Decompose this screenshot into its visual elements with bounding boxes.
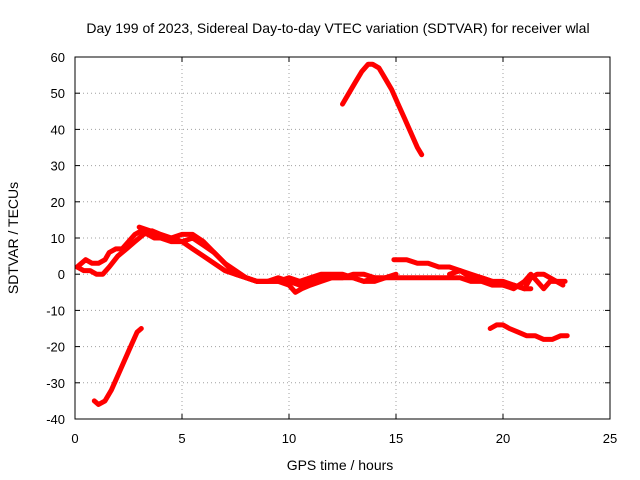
- y-tick-label: 60: [51, 50, 65, 65]
- y-tick-label: 20: [51, 195, 65, 210]
- y-tick-label: 40: [51, 122, 65, 137]
- series-line-arc-5: [340, 61, 425, 158]
- y-tick-label: -30: [46, 376, 65, 391]
- grid: [75, 57, 610, 419]
- x-axis-label: GPS time / hours: [287, 457, 394, 473]
- axis-ticks: 0 5 10 15 20 25 -40 -30 -20 -10 0 10 20 30 40 50 60: [46, 50, 617, 446]
- data-series-group: [74, 61, 570, 407]
- series-line-arc-1: [91, 326, 144, 407]
- y-tick-label: -10: [46, 303, 65, 318]
- y-tick-label: -20: [46, 340, 65, 355]
- y-tick-label: 50: [51, 86, 65, 101]
- y-tick-label: 30: [51, 159, 65, 174]
- x-tick-label: 15: [389, 431, 403, 446]
- x-tick-label: 20: [496, 431, 510, 446]
- chart-title: Day 199 of 2023, Sidereal Day-to-day VTE…: [86, 20, 589, 36]
- x-tick-label: 0: [71, 431, 78, 446]
- x-tick-label: 10: [282, 431, 296, 446]
- y-tick-label: -40: [46, 412, 65, 427]
- x-tick-label: 5: [178, 431, 185, 446]
- y-axis-label: SDTVAR / TECUs: [5, 182, 21, 294]
- series-line-arc-7: [447, 268, 568, 292]
- y-tick-label: 10: [51, 231, 65, 246]
- series-line-arc-4: [136, 224, 378, 295]
- x-tick-label: 25: [603, 431, 617, 446]
- series-line-arc-8: [487, 322, 570, 342]
- y-tick-label: 0: [58, 267, 65, 282]
